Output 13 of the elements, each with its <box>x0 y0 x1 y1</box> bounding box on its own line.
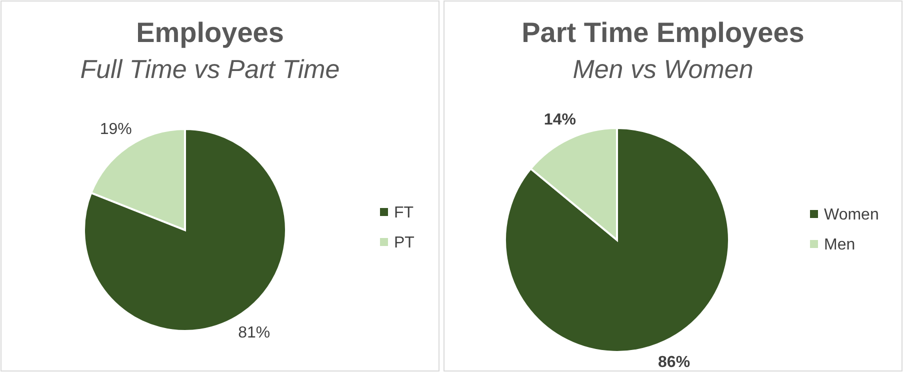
data-label: 14% <box>544 111 576 128</box>
chart-title: Employees <box>136 17 284 48</box>
legend-label: Women <box>824 206 879 224</box>
chart-subtitle: Full Time vs Part Time <box>80 54 340 84</box>
data-label: 86% <box>658 354 690 371</box>
data-label: 19% <box>100 120 132 138</box>
legend-label: PT <box>394 234 415 252</box>
chart-title: Part Time Employees <box>522 17 804 48</box>
chart-subtitle: Men vs Women <box>572 54 754 84</box>
pie-slice <box>504 127 730 353</box>
data-label: 81% <box>238 324 270 342</box>
legend-label: Men <box>824 236 856 254</box>
legend-label: FT <box>394 204 414 222</box>
